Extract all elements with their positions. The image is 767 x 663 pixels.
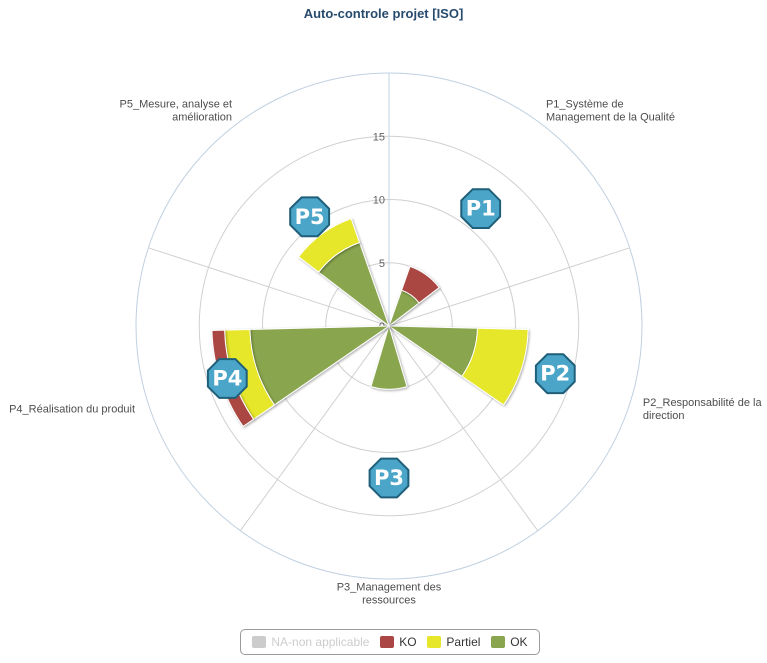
- legend-label-na: NA-non applicable: [271, 635, 370, 649]
- annotation-badge-p5: P5: [289, 196, 331, 238]
- annotation-badge-p4: P4: [206, 358, 248, 399]
- badge-octagon: [206, 358, 248, 399]
- category-label-p2: P2_Responsabilité de la direction: [643, 397, 763, 422]
- annotation-badge-p3: P3: [368, 457, 410, 499]
- category-label-line: P4_Réalisation du produit: [9, 404, 135, 416]
- bar-ko-p1: [400, 265, 440, 304]
- legend-item-na[interactable]: NA-non applicable: [252, 635, 369, 649]
- bar-ok-p4: [249, 325, 391, 406]
- grid-spoke: [148, 247, 390, 327]
- category-label-p3: P3_Management des ressources: [337, 582, 442, 607]
- bar-partiel-p2: [461, 327, 529, 406]
- badge-octagon: [368, 457, 410, 499]
- category-label-line: P2_Responsabilité de la: [643, 397, 763, 409]
- badge-label: P4: [212, 367, 242, 391]
- legend-label-ok: OK: [510, 635, 528, 649]
- badge-label: P2: [540, 362, 570, 386]
- bar-ok-p3: [370, 324, 408, 390]
- category-label-p5: P5_Mesure, analyse et amélioration: [120, 98, 233, 123]
- annotation-badge-p1: P1: [460, 188, 502, 229]
- legend-swatch-ok: [491, 636, 506, 648]
- category-label-p1: P1_Système de Management de la Qualité: [546, 98, 675, 123]
- legend-swatch-na: [252, 636, 267, 648]
- legend-swatch-partiel: [427, 636, 442, 648]
- legend-swatch-ko: [380, 636, 395, 648]
- grid-spoke: [388, 325, 539, 531]
- legend-item-partiel[interactable]: Partiel: [427, 635, 480, 649]
- category-label-line: amélioration: [172, 111, 232, 123]
- legend-label-ko: KO: [399, 635, 417, 649]
- category-label-line: P5_Mesure, analyse et: [120, 98, 233, 110]
- y-tick-label: 5: [379, 258, 385, 270]
- legend-label-partiel: Partiel: [446, 635, 481, 649]
- category-label-line: P1_Système de: [546, 98, 624, 110]
- badge-label: P1: [466, 197, 496, 221]
- y-tick-label: 15: [373, 131, 385, 143]
- badge-octagon: [289, 196, 331, 238]
- grid-spoke: [388, 247, 630, 327]
- category-label-line: P3_Management des: [337, 582, 442, 594]
- legend: NA-non applicable KO Partiel OK: [240, 629, 540, 655]
- chart-title: Auto-controle projet [ISO]: [303, 6, 464, 21]
- badge-label: P5: [295, 205, 325, 229]
- badge-octagon: [534, 353, 576, 395]
- category-label-line: Management de la Qualité: [546, 111, 675, 123]
- bar-ok-p2: [387, 325, 479, 377]
- badge-label: P3: [374, 466, 404, 490]
- badge-octagon: [460, 188, 502, 229]
- category-label-line: ressources: [362, 595, 416, 607]
- grid-spoke: [239, 325, 390, 531]
- category-label-p4: P4_Réalisation du produit: [9, 404, 135, 416]
- bar-partiel-p5: [297, 218, 361, 273]
- annotation-badge-p2: P2: [534, 353, 576, 395]
- legend-item-ko[interactable]: KO: [380, 635, 417, 649]
- legend-item-ok[interactable]: OK: [491, 635, 528, 649]
- category-label-line: direction: [643, 410, 685, 422]
- y-tick-label: 10: [373, 195, 385, 207]
